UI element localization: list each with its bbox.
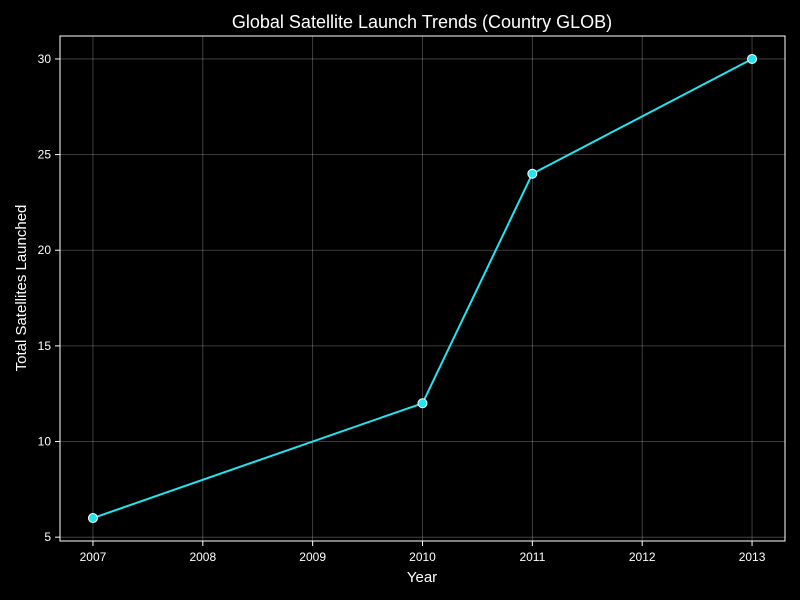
- y-tick-label: 5: [44, 530, 51, 544]
- y-tick-label: 25: [38, 148, 52, 162]
- axis-ticks: 2007 2008 2009 2010 2011 2012 2013 5 10 15 20 25 30: [38, 52, 766, 564]
- plot-frame: [59, 35, 786, 542]
- x-tick-label: 2012: [629, 550, 656, 564]
- data-point-marker: [417, 398, 428, 409]
- y-tick-label: 20: [38, 243, 52, 257]
- series-line: [92, 58, 753, 519]
- x-tick-label: 2010: [409, 550, 436, 564]
- grid-lines: [60, 36, 785, 541]
- y-tick-label: 10: [38, 435, 52, 449]
- data-point-marker: [527, 168, 538, 179]
- x-tick-label: 2008: [189, 550, 216, 564]
- data-series: [87, 53, 758, 524]
- x-tick-label: 2013: [739, 550, 766, 564]
- data-point-marker: [87, 513, 98, 524]
- x-tick-label: 2009: [299, 550, 326, 564]
- y-axis-label: Total Satellites Launched: [13, 205, 30, 372]
- y-tick-label: 30: [38, 52, 52, 66]
- x-tick-label: 2011: [519, 550, 545, 564]
- y-tick-label: 15: [38, 339, 52, 353]
- data-point-marker: [747, 53, 758, 64]
- x-axis-label: Year: [407, 569, 437, 586]
- x-tick-label: 2007: [80, 550, 107, 564]
- chart-title: Global Satellite Launch Trends (Country …: [232, 12, 612, 32]
